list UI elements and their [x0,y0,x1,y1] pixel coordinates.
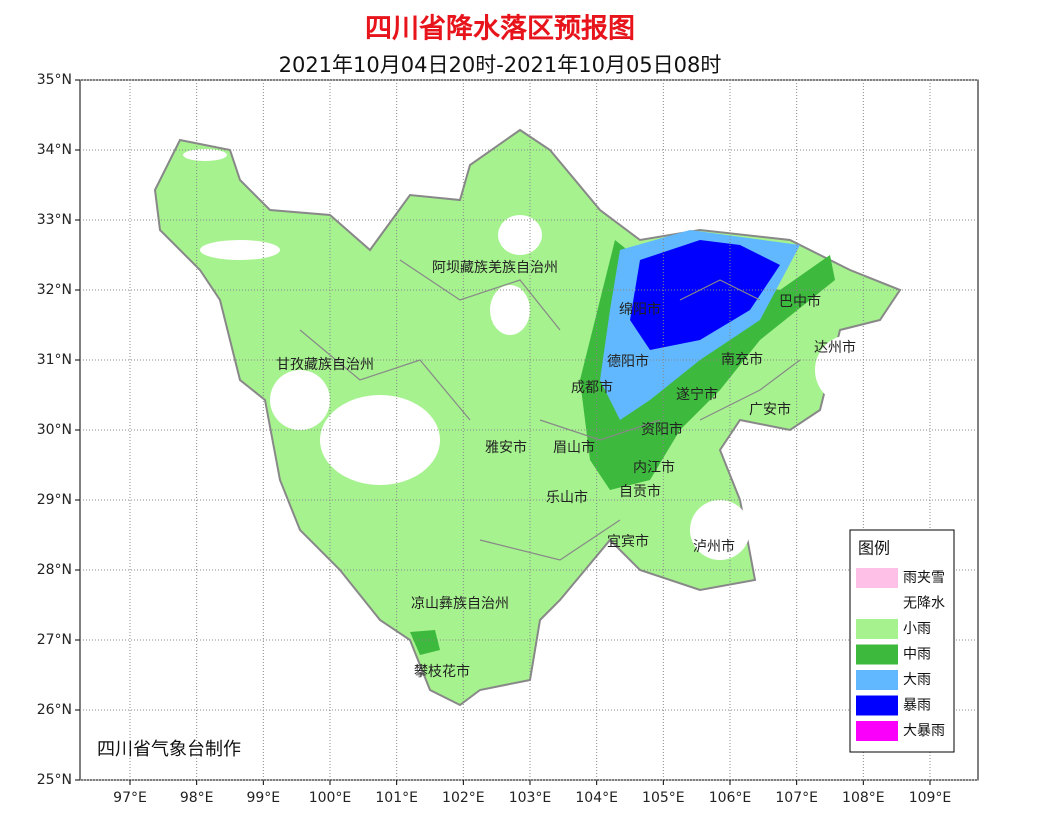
place-label: 德阳市 [607,353,649,370]
no-rain-area [320,395,440,485]
legend-label: 大暴雨 [903,723,945,739]
place-label: 遂宁市 [676,386,718,403]
x-tick-label: 106°E [709,790,752,806]
place-label: 资阳市 [641,421,683,438]
legend-title: 图例 [858,539,890,558]
y-tick-label: 27°N [37,632,72,648]
place-label: 甘孜藏族自治州 [276,357,374,373]
no-rain-area [498,215,542,255]
place-label: 雅安市 [485,439,527,456]
legend-swatch [856,619,898,639]
no-rain-areas [183,149,885,560]
x-tick-label: 97°E [113,790,147,806]
y-tick-label: 29°N [37,492,72,508]
place-label: 凉山彝族自治州 [411,596,509,612]
credit: 四川省气象台制作 [97,739,241,760]
no-rain-area [200,240,280,260]
legend-swatch [856,644,898,665]
y-tick-label: 32°N [37,282,72,298]
legend-label: 无降水 [903,596,945,612]
no-rain-area [815,335,885,405]
x-tick-label: 109°E [909,790,952,806]
y-tick-label: 26°N [37,702,72,718]
legend-swatch [856,670,898,690]
place-label: 宜宾市 [607,533,649,550]
no-rain-area [270,370,330,430]
border [299,259,801,561]
place-label: 眉山市 [553,439,595,456]
x-tick-label: 100°E [309,790,352,806]
place-label: 达州市 [814,339,856,356]
legend-swatch [856,695,898,716]
y-tick-label: 31°N [37,352,72,368]
y-tick-label: 33°N [37,212,72,228]
place-label: 自贡市 [619,483,661,500]
legend-swatch [856,593,898,614]
x-tick-label: 107°E [775,790,818,806]
legend-label: 暴雨 [903,698,931,714]
place-label: 攀枝花市 [414,663,470,680]
x-tick-label: 98°E [180,790,214,806]
moderate-rain-area [410,630,440,655]
y-tick-label: 30°N [37,422,72,438]
precipitation-regions [153,128,902,707]
legend-box [849,529,955,753]
place-label: 成都市 [571,379,613,396]
x-tick-label: 101°E [375,790,418,806]
legend-swatch [856,568,898,588]
x-tick-label: 105°E [642,790,685,806]
legend-label: 雨夹雪 [903,570,945,586]
legend-swatch [856,721,898,741]
x-tick-label: 102°E [442,790,485,806]
place-label: 绵阳市 [619,301,661,318]
place-label: 巴中市 [779,293,821,310]
no-rain-area [690,500,750,560]
legend-label: 大雨 [903,672,931,688]
x-tick-label: 104°E [575,790,618,806]
place-label: 南充市 [721,351,763,368]
x-tick-label: 108°E [842,790,885,806]
place-label: 广安市 [749,401,791,418]
place-label: 乐山市 [546,489,588,506]
place-label: 阿坝藏族羌族自治州 [432,260,558,276]
rainstorm-area [630,240,780,350]
title: 四川省降水落区预报图 [365,14,635,45]
x-tick-label: 103°E [509,790,552,806]
y-tick-label: 28°N [37,562,72,578]
place-label: 内江市 [633,459,675,476]
subtitle: 2021年10月04日20时-2021年10月05日08时 [279,53,722,77]
y-tick-label: 35°N [37,72,72,88]
legend-label: 中雨 [903,647,931,663]
legend-label: 小雨 [903,621,931,637]
y-tick-label: 25°N [37,772,72,788]
y-tick-label: 34°N [37,142,72,158]
no-rain-area [490,285,530,335]
no-rain-area [183,149,227,161]
axes: 97°E 98°E 99°E 100°E 101°E 102°E 103°E 104°E 105… [37,72,978,806]
place-label: 泸州市 [693,538,735,555]
x-tick-label: 99°E [246,790,280,806]
county-borders [299,259,801,561]
